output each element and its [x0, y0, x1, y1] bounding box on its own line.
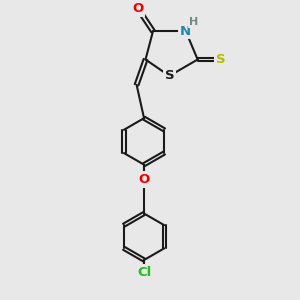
Text: O: O [133, 2, 144, 15]
Text: O: O [138, 173, 150, 186]
Text: Cl: Cl [137, 266, 151, 279]
Text: S: S [216, 53, 226, 66]
Text: H: H [190, 17, 199, 27]
Text: N: N [180, 25, 191, 38]
Text: S: S [165, 69, 174, 82]
